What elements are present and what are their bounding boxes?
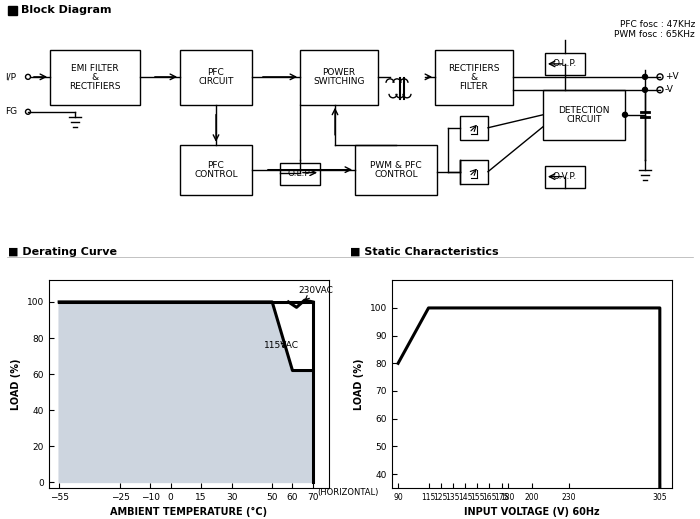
X-axis label: AMBIENT TEMPERATURE (°C): AMBIENT TEMPERATURE (°C)	[111, 507, 267, 517]
Text: 230VAC: 230VAC	[299, 285, 333, 299]
Text: O.V.P.: O.V.P.	[553, 172, 577, 181]
Text: CONTROL: CONTROL	[194, 170, 238, 179]
Bar	[8, 6, 17, 15]
Text: Block Diagram: Block Diagram	[21, 6, 111, 16]
Polygon shape	[59, 302, 313, 483]
Bar	[545, 166, 585, 188]
Text: EMI FILTER: EMI FILTER	[71, 64, 119, 73]
Circle shape	[622, 112, 627, 117]
Text: FG: FG	[5, 107, 17, 116]
Text: &: &	[92, 73, 99, 82]
Text: PFC: PFC	[208, 161, 225, 170]
Bar	[460, 116, 488, 140]
Bar	[460, 160, 488, 184]
Text: PFC: PFC	[208, 69, 225, 77]
Text: RECTIFIERS: RECTIFIERS	[448, 64, 500, 73]
Circle shape	[643, 74, 648, 79]
Text: CONTROL: CONTROL	[374, 170, 418, 179]
Text: PWM fosc : 65KHz: PWM fosc : 65KHz	[615, 31, 695, 39]
Bar	[180, 50, 252, 105]
Text: &: &	[470, 73, 477, 82]
X-axis label: INPUT VOLTAGE (V) 60Hz: INPUT VOLTAGE (V) 60Hz	[464, 507, 600, 517]
Bar	[543, 90, 625, 140]
Bar	[280, 162, 320, 185]
Text: ■ Static Characteristics: ■ Static Characteristics	[350, 247, 498, 257]
Text: ■ Derating Curve: ■ Derating Curve	[8, 247, 118, 257]
Text: -V: -V	[665, 85, 674, 94]
Text: +V: +V	[665, 72, 678, 81]
Y-axis label: LOAD (%): LOAD (%)	[354, 358, 364, 410]
Y-axis label: LOAD (%): LOAD (%)	[11, 358, 21, 410]
Bar	[435, 50, 513, 105]
Text: RECTIFIERS: RECTIFIERS	[69, 81, 120, 91]
Text: O.L.P.: O.L.P.	[288, 169, 312, 178]
Text: DETECTION: DETECTION	[559, 106, 610, 115]
Circle shape	[643, 87, 648, 92]
Text: POWER: POWER	[323, 69, 356, 77]
Text: (HORIZONTAL): (HORIZONTAL)	[317, 488, 378, 497]
Text: 115VAC: 115VAC	[264, 341, 299, 350]
Bar	[180, 145, 252, 195]
Text: PFC fosc : 47KHz: PFC fosc : 47KHz	[620, 20, 695, 30]
Text: PWM & PFC: PWM & PFC	[370, 161, 422, 170]
Bar	[545, 53, 585, 75]
Text: I/P: I/P	[5, 72, 16, 81]
Bar	[50, 50, 140, 105]
Text: CIRCUIT: CIRCUIT	[566, 115, 602, 124]
Text: FILTER: FILTER	[460, 81, 489, 91]
Text: SWITCHING: SWITCHING	[314, 77, 365, 86]
Text: O.L.P.: O.L.P.	[553, 59, 577, 69]
Text: CIRCUIT: CIRCUIT	[198, 77, 234, 86]
Bar	[300, 50, 378, 105]
Bar	[355, 145, 437, 195]
